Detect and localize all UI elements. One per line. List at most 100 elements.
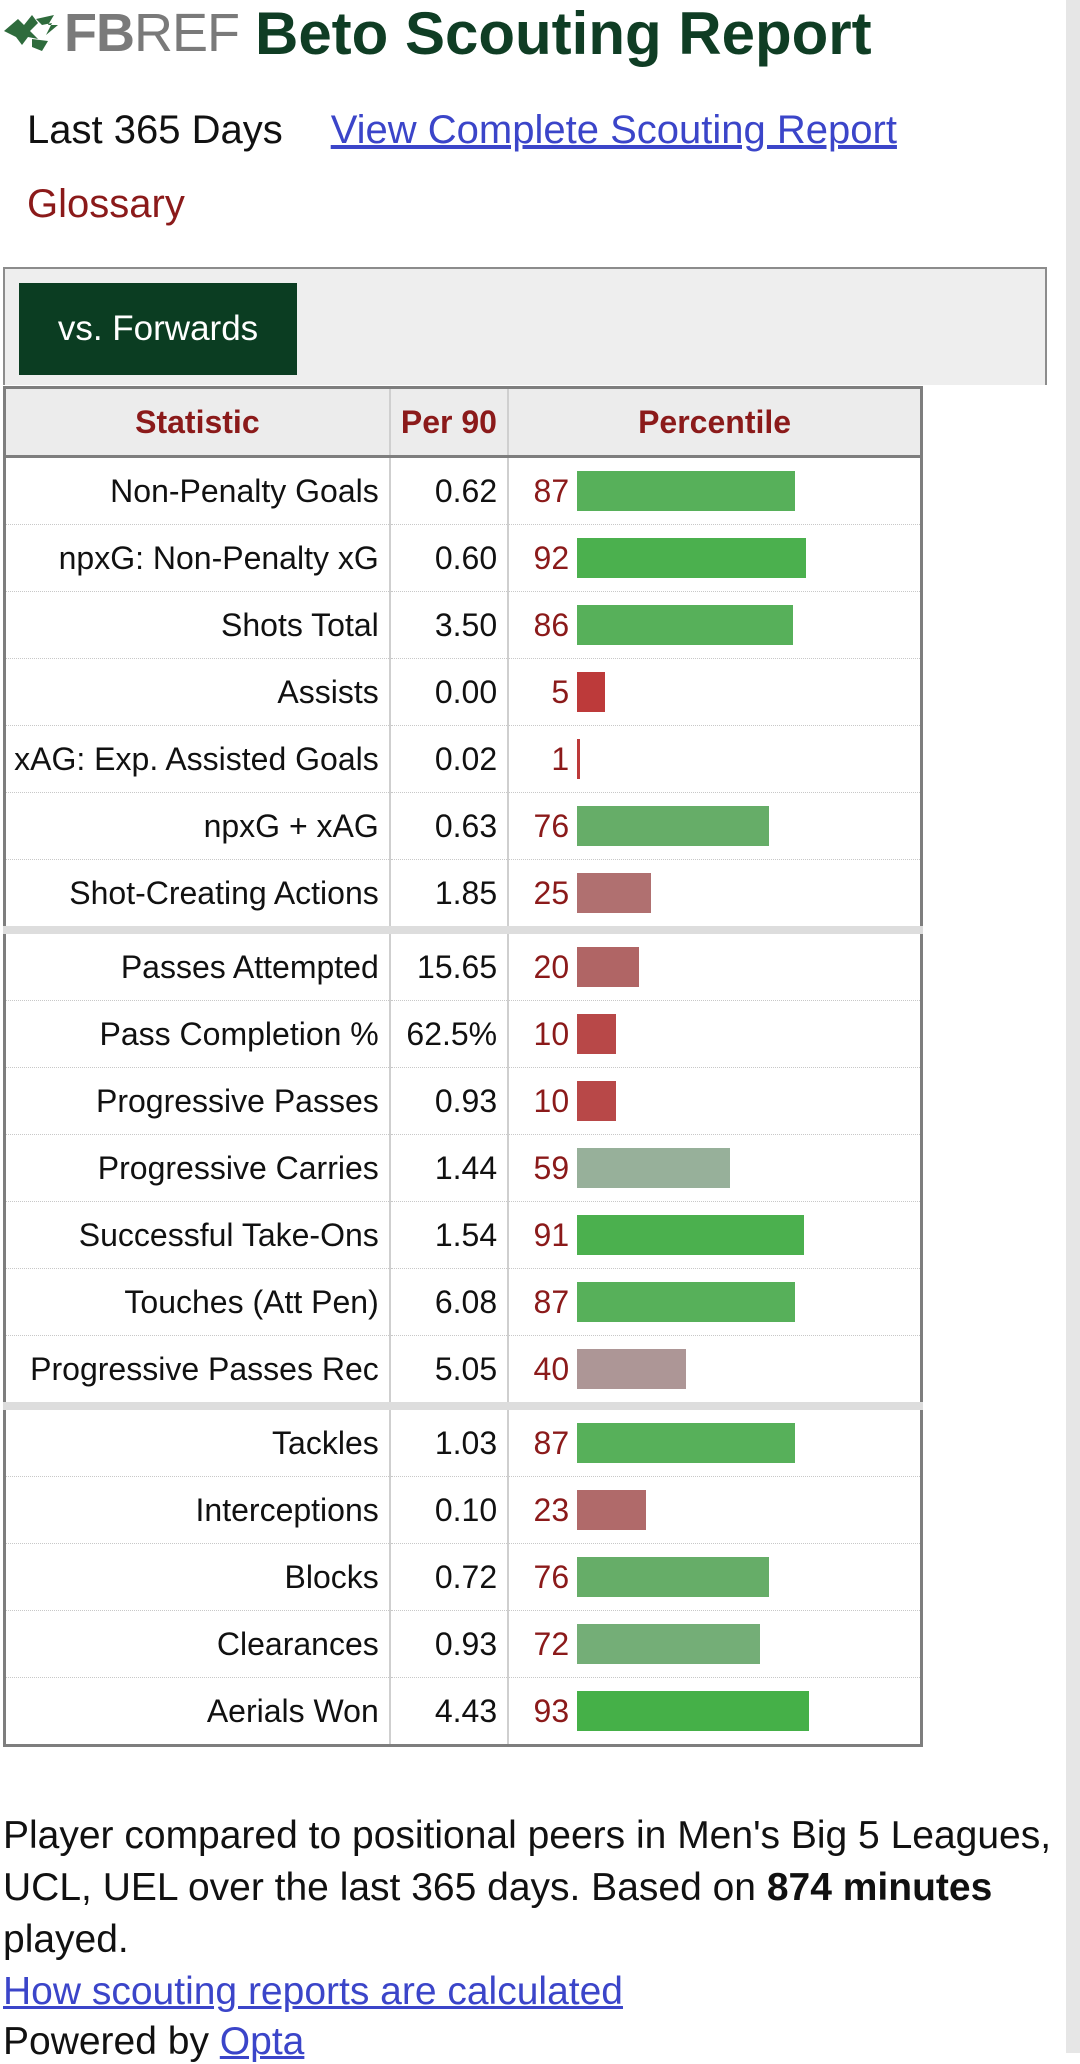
stat-name-cell[interactable]: Tackles: [4, 1402, 391, 1477]
stat-name-cell[interactable]: Progressive Carries: [4, 1134, 391, 1202]
percentile-wrap: 72: [509, 1611, 920, 1677]
stat-name-cell[interactable]: Assists: [4, 658, 391, 726]
percentile-cell: 25: [508, 859, 922, 931]
per90-cell: 5.05: [389, 1335, 510, 1407]
percentile-value: 76: [533, 1558, 570, 1595]
percentile-cell: 92: [508, 524, 922, 592]
percentile-value: 20: [533, 948, 570, 985]
footer-text-2: played.: [3, 1918, 129, 1961]
percentile-bar: [577, 1282, 796, 1322]
powered-by: Powered by Opta: [3, 2020, 304, 2064]
stat-name-cell[interactable]: Shot-Creating Actions: [4, 859, 391, 931]
percentile-bar: [577, 1215, 805, 1255]
stat-name-cell[interactable]: Successful Take-Ons: [4, 1201, 391, 1269]
per90-cell: 0.63: [389, 792, 510, 860]
percentile-value: 10: [533, 1015, 570, 1052]
percentile-wrap: 87: [509, 1410, 920, 1476]
per90-cell: 1.03: [389, 1402, 510, 1477]
percentile-value: 1: [551, 740, 570, 777]
stat-name-cell[interactable]: Aerials Won: [4, 1677, 391, 1746]
percentile-wrap: 93: [509, 1678, 920, 1744]
percentile-value: 87: [533, 1424, 570, 1461]
stat-name-cell[interactable]: npxG: Non-Penalty xG: [4, 524, 391, 592]
view-complete-report-link[interactable]: View Complete Scouting Report: [330, 107, 897, 152]
percentile-cell: 87: [508, 1268, 922, 1336]
fbref-logo-icon: [4, 15, 58, 51]
percentile-wrap: 5: [509, 659, 920, 725]
per90-cell: 0.62: [389, 456, 510, 525]
percentile-value: 5: [551, 673, 570, 710]
report-footer-note: Player compared to positional peers in M…: [3, 1810, 1063, 2018]
column-header-per90[interactable]: Per 90: [389, 387, 510, 458]
percentile-wrap: 59: [509, 1135, 920, 1201]
glossary-link[interactable]: Glossary: [27, 182, 185, 226]
percentile-cell: 10: [508, 1000, 922, 1068]
stat-name-cell[interactable]: Non-Penalty Goals: [4, 456, 391, 525]
percentile-wrap: 1: [509, 726, 920, 792]
table-row: Successful Take-Ons 1.54 91: [4, 1201, 922, 1269]
stat-name-cell[interactable]: Interceptions: [4, 1476, 391, 1544]
percentile-wrap: 40: [509, 1336, 920, 1402]
table-row: Tackles 1.03 87: [4, 1402, 922, 1477]
page-title: Beto Scouting Report: [254, 0, 872, 67]
stat-name-cell[interactable]: Blocks: [4, 1543, 391, 1611]
table-row: Shots Total 3.50 86: [4, 591, 922, 659]
percentile-cell: 86: [508, 591, 922, 659]
per90-cell: 0.72: [389, 1543, 510, 1611]
how-scouting-calculated-link[interactable]: How scouting reports are calculated: [3, 1970, 623, 2013]
percentile-bar: [577, 1349, 687, 1389]
table-body: Non-Penalty Goals 0.62 87 npxG: Non-Penalty…: [4, 456, 922, 1746]
opta-link[interactable]: Opta: [219, 2020, 305, 2063]
percentile-value: 25: [533, 874, 570, 911]
percentile-bar: [577, 1423, 796, 1463]
percentile-value: 86: [533, 606, 570, 643]
percentile-wrap: 25: [509, 860, 920, 926]
per90-cell: 0.02: [389, 725, 510, 793]
stat-name-cell[interactable]: xAG: Exp. Assisted Goals: [4, 725, 391, 793]
percentile-cell: 1: [508, 725, 922, 793]
column-header-percentile[interactable]: Percentile: [508, 387, 922, 458]
percentile-bar: [577, 471, 796, 511]
percentile-wrap: 10: [509, 1001, 920, 1067]
stat-name-cell[interactable]: npxG + xAG: [4, 792, 391, 860]
tab-vs-forwards[interactable]: vs. Forwards: [19, 283, 297, 375]
percentile-cell: 91: [508, 1201, 922, 1269]
table-row: Progressive Passes Rec 5.05 40: [4, 1335, 922, 1407]
per90-cell: 0.93: [389, 1610, 510, 1678]
stat-name-cell[interactable]: Shots Total: [4, 591, 391, 659]
per90-cell: 62.5%: [389, 1000, 510, 1068]
per90-cell: 6.08: [389, 1268, 510, 1336]
stat-name-cell[interactable]: Progressive Passes Rec: [4, 1335, 391, 1407]
table-row: xAG: Exp. Assisted Goals 0.02 1: [4, 725, 922, 793]
percentile-value: 23: [533, 1491, 570, 1528]
report-subnav: Last 365 Days View Complete Scouting Rep…: [27, 100, 897, 160]
percentile-cell: 20: [508, 926, 922, 1001]
stat-name-cell[interactable]: Clearances: [4, 1610, 391, 1678]
percentile-value: 93: [533, 1692, 570, 1729]
per90-cell: 3.50: [389, 591, 510, 659]
powered-by-label: Powered by: [3, 2020, 220, 2063]
page-scrollbar[interactable]: [1066, 0, 1080, 2053]
percentile-bar: [577, 1148, 731, 1188]
percentile-cell: 10: [508, 1067, 922, 1135]
percentile-value: 87: [533, 472, 570, 509]
stat-name-cell[interactable]: Passes Attempted: [4, 926, 391, 1001]
per90-cell: 1.54: [389, 1201, 510, 1269]
percentile-bar: [577, 1081, 617, 1121]
fbref-logo[interactable]: FB REF: [2, 0, 240, 66]
stat-name-cell[interactable]: Progressive Passes: [4, 1067, 391, 1135]
stat-name-cell[interactable]: Touches (Att Pen): [4, 1268, 391, 1336]
percentile-cell: 72: [508, 1610, 922, 1678]
percentile-bar: [577, 1490, 647, 1530]
per90-cell: 4.43: [389, 1677, 510, 1746]
percentile-bar: [577, 538, 807, 578]
stat-name-cell[interactable]: Pass Completion %: [4, 1000, 391, 1068]
percentile-cell: 5: [508, 658, 922, 726]
percentile-value: 10: [533, 1082, 570, 1119]
percentile-bar: [577, 1691, 810, 1731]
percentile-wrap: 92: [509, 525, 920, 591]
percentile-value: 91: [533, 1216, 570, 1253]
table-row: npxG + xAG 0.63 76: [4, 792, 922, 860]
percentile-cell: 23: [508, 1476, 922, 1544]
column-header-statistic[interactable]: Statistic: [4, 387, 391, 458]
